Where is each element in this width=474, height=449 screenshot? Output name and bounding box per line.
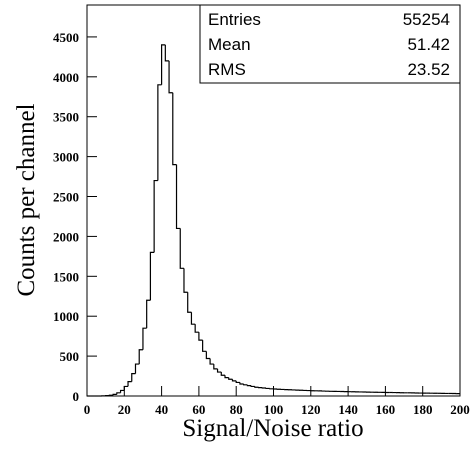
x-tick-label: 120 (301, 402, 321, 417)
histogram-bin (250, 385, 255, 388)
stats-box (199, 4, 461, 84)
histogram-bin (202, 340, 207, 352)
x-tick-label: 40 (155, 402, 168, 417)
histogram-bin (112, 393, 117, 396)
x-tick-label: 160 (376, 402, 396, 417)
histogram-bin (246, 384, 252, 387)
histogram-bin (161, 44, 166, 85)
histogram-bin (146, 299, 151, 329)
histogram-bin (134, 363, 140, 374)
histogram-bin (123, 385, 129, 391)
histogram-bin (239, 382, 244, 385)
histogram-bin (175, 164, 181, 230)
y-axis-label: Counts per channel (13, 103, 40, 296)
histogram-bin (209, 358, 214, 365)
histogram-bin (187, 292, 192, 313)
histogram-bin (164, 44, 170, 62)
histogram-bin (138, 349, 143, 365)
stats-label: Entries (208, 10, 261, 29)
y-tick-label: 1000 (53, 309, 79, 324)
histogram-bin (179, 228, 184, 269)
histogram-bin (127, 381, 132, 387)
y-tick-label: 2000 (53, 229, 79, 244)
stats-value: 23.52 (407, 60, 450, 79)
histogram-bin (224, 375, 229, 379)
histogram-bin (220, 372, 226, 376)
x-tick-label: 20 (118, 402, 131, 417)
stats-label: Mean (208, 35, 251, 54)
x-tick-label: 140 (338, 402, 358, 417)
y-tick-label: 1500 (53, 269, 79, 284)
histogram-bin (119, 389, 125, 393)
histogram-bin (205, 351, 211, 360)
histogram-bin (157, 84, 162, 181)
y-tick-label: 2500 (53, 190, 79, 205)
histogram-bin (190, 312, 196, 325)
y-tick-label: 3500 (53, 110, 79, 125)
histogram-bin (183, 268, 188, 293)
stats-value: 55254 (403, 10, 450, 29)
histogram-bin (198, 332, 203, 341)
histogram-bin (216, 368, 222, 373)
x-tick-label: 200 (450, 402, 470, 417)
x-tick-label: 0 (84, 402, 91, 417)
histogram-bin (194, 324, 199, 333)
histogram-bin (149, 251, 155, 301)
histogram-bin (243, 384, 248, 386)
histogram-bin (231, 379, 237, 382)
y-tick-label: 0 (73, 389, 80, 404)
histogram-bin (142, 327, 147, 350)
histogram-bin (131, 373, 136, 382)
stats-value: 51.42 (407, 35, 450, 54)
x-tick-label: 80 (230, 402, 243, 417)
x-tick-label: 100 (264, 402, 284, 417)
histogram-bin (168, 60, 173, 94)
stats-label: RMS (208, 60, 246, 79)
x-axis-label: Signal/Noise ratio (182, 415, 363, 442)
histogram-bin (213, 364, 218, 370)
histogram-bin (235, 380, 240, 384)
y-tick-label: 4000 (53, 70, 79, 85)
y-tick-label: 500 (60, 349, 80, 364)
histogram-bin (153, 179, 158, 253)
x-tick-label: 60 (192, 402, 205, 417)
x-tick-label: 180 (413, 402, 433, 417)
histogram-bin (116, 392, 121, 395)
histogram-bin (172, 92, 177, 166)
y-tick-label: 4500 (53, 30, 79, 45)
histogram-bin (254, 386, 259, 388)
histogram-bin (228, 377, 233, 380)
y-tick-label: 3000 (53, 150, 79, 165)
